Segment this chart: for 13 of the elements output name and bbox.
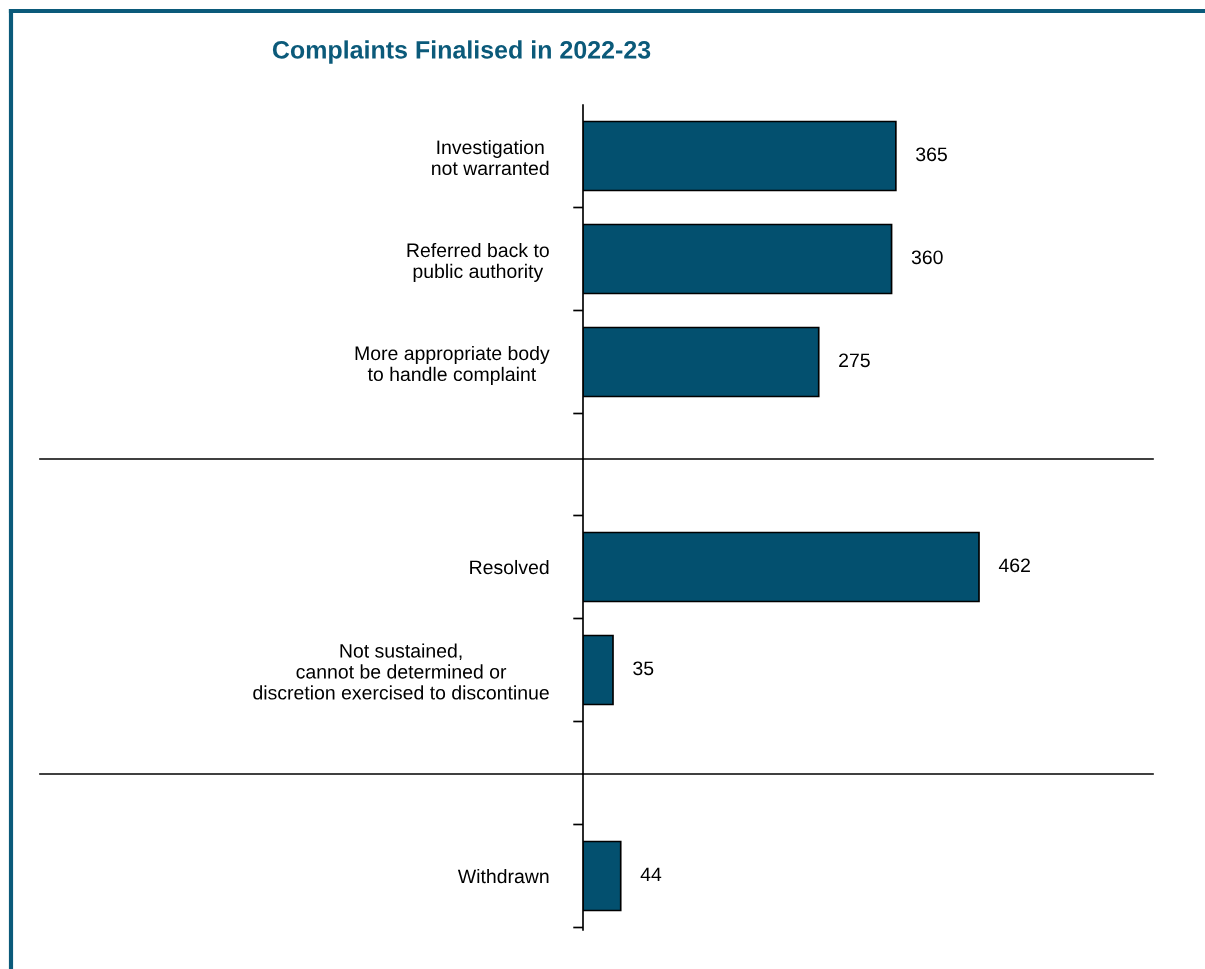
- chart-title: Complaints Finalised in 2022-23: [272, 40, 651, 64]
- data-label: 365: [916, 147, 947, 162]
- y-tick-label: Withdrawn: [457, 868, 549, 884]
- y-tick-label: Referred back to public authority: [407, 242, 549, 282]
- y-tick-label: More appropriate body to handle complaint: [355, 345, 550, 385]
- data-label: 44: [640, 867, 662, 882]
- y-tick-label: Resolved: [470, 559, 549, 575]
- y-tick-label: Not sustained, cannot be determined or discretion exercised to discontinue: [253, 643, 549, 700]
- data-label: 462: [998, 558, 1030, 573]
- data-label: 35: [633, 661, 654, 676]
- y-tick-label: Investigation not warranted: [432, 139, 549, 176]
- data-label: 275: [839, 353, 870, 368]
- data-label: 360: [911, 250, 943, 265]
